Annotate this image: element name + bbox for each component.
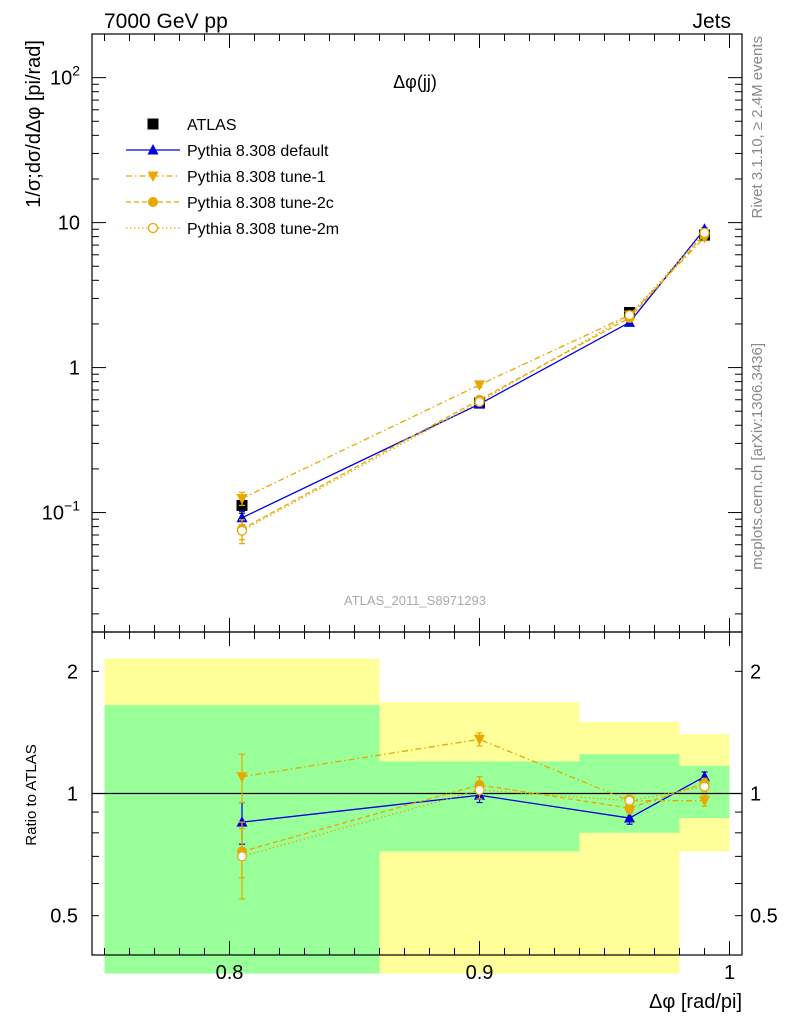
ratio-series-0-point — [236, 816, 248, 827]
legend-label-3: Pythia 8.308 tune-2c — [187, 195, 334, 212]
ratio-series-0-point — [624, 812, 635, 823]
ratio-series-1-point — [474, 734, 485, 746]
y-tick-label: 10−1 — [42, 498, 80, 525]
ratio-series-3-point — [236, 851, 248, 862]
ratio-series-3-point — [699, 781, 710, 792]
main-series-4-point — [236, 525, 248, 536]
ratio-series-3-point — [474, 784, 485, 796]
legend-label-4: Pythia 8.308 tune-2m — [187, 221, 339, 238]
ratio-y-tick-label-left: 0.5 — [50, 906, 78, 928]
legend-marker-2 — [147, 171, 159, 182]
legend: ATLAS Pythia 8.308 default Pythia 8.308 tu… — [126, 117, 339, 238]
legend-label-1: Pythia 8.308 default — [187, 143, 329, 160]
legend-marker-1 — [147, 144, 159, 155]
legend-label-2: Pythia 8.308 tune-1 — [187, 169, 326, 186]
analysis-id-label: ATLAS_2011_S8971293 — [344, 593, 486, 608]
legend-label-0: ATLAS — [187, 117, 237, 134]
main-series-2-point — [474, 380, 485, 391]
main-series-4-point — [474, 396, 485, 408]
x-tick-label: 1 — [724, 962, 735, 984]
ratio-series-1-point — [236, 772, 248, 783]
y-tick-label: 1 — [69, 358, 80, 380]
main-series-4-point — [699, 227, 710, 238]
ratio-y-tick-label-right: 2 — [750, 661, 761, 683]
main-series-4-point — [624, 309, 635, 321]
header-left-label: 7000 GeV pp — [104, 10, 228, 33]
legend-marker-0 — [147, 118, 159, 130]
main-y-axis-label: 1/σ;dσ/dΔφ [pi/rad] — [23, 40, 45, 208]
ratio-series-1-point — [699, 796, 710, 807]
legend-marker-4 — [147, 222, 159, 234]
rivet-side-label: Rivet 3.1.10, ≥ 2.4M events — [749, 36, 766, 219]
legend-marker-3 — [148, 197, 158, 207]
ratio-y-tick-label-right: 0.5 — [750, 906, 778, 928]
ratio-y-axis-label: Ratio to ATLAS — [23, 744, 40, 845]
ratio-series-0-line — [241, 776, 705, 823]
x-tick-label: 0.9 — [466, 962, 494, 984]
ratio-y-tick-label-left: 2 — [67, 661, 78, 683]
ratio-x-axis-label: Δφ [rad/pi] — [649, 991, 742, 1013]
main-series-4-line — [241, 232, 705, 532]
uncertainty-bands — [104, 658, 730, 974]
main-series-2-line — [241, 237, 705, 500]
y-tick-label: 10 — [58, 213, 80, 235]
main-series-group — [236, 223, 710, 545]
ratio-y-tick-label-right: 1 — [750, 784, 761, 806]
main-series-2-point — [236, 494, 248, 505]
x-tick-label: 0.8 — [216, 962, 244, 984]
y-tick-label: 102 — [50, 63, 80, 90]
ratio-y-tick-label-left: 1 — [67, 784, 78, 806]
header-right-label: Jets — [692, 10, 731, 33]
ratio-series-3-point — [624, 795, 635, 806]
ratio-series-group — [236, 732, 710, 900]
main-series-1-line — [241, 228, 706, 519]
main-chart-title: Δφ(jj) — [393, 72, 437, 92]
ratio-series-2-line — [241, 782, 705, 853]
mcplots-side-label: mcplots.cern.ch [arXiv:1306.3436] — [749, 343, 766, 570]
